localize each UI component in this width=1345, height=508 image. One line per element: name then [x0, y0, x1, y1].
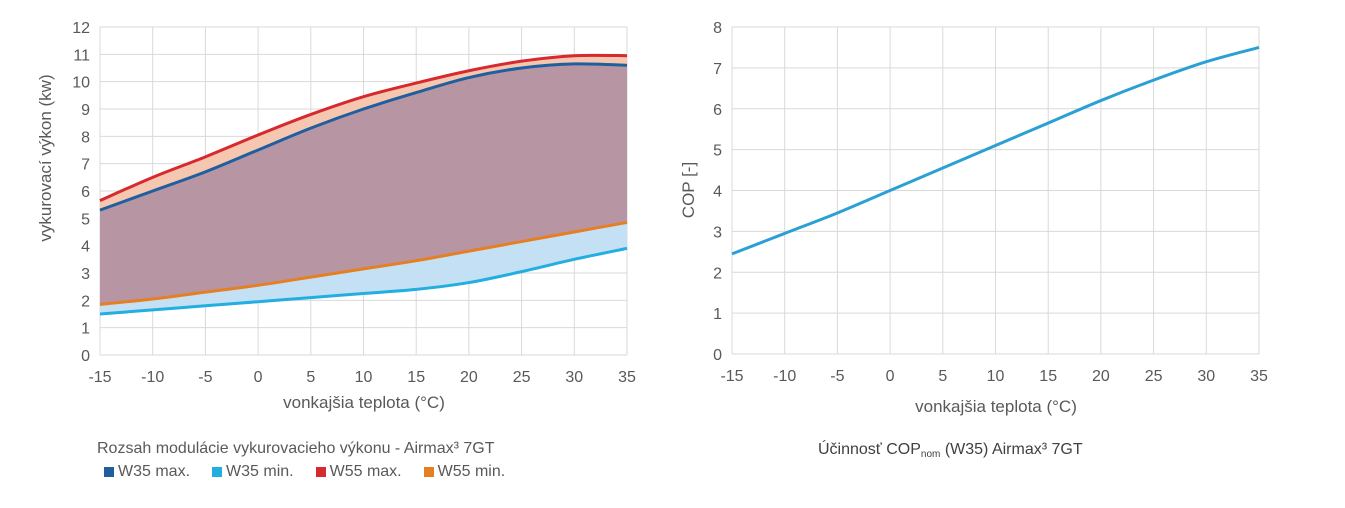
right-grid	[731, 26, 1260, 355]
left-series-lines	[99, 53, 628, 316]
legend-swatch-w55min	[423, 467, 434, 477]
legend-swatch-w35max	[104, 467, 114, 477]
right-title-prefix: Účinnosť COP	[818, 441, 921, 458]
y-tick-label: 7	[713, 61, 722, 78]
legend-label-w35min: W35 min.	[226, 463, 294, 480]
x-tick-label: 20	[1092, 368, 1110, 385]
x-tick-label: -15	[720, 368, 743, 385]
line-w35-min	[99, 246, 628, 316]
legend-item-w55min: W55 min.	[423, 463, 506, 481]
left-x-axis-label: vonkajšia teplota (°C)	[283, 393, 445, 412]
legend-label-w35max: W35 max.	[118, 463, 191, 480]
legend: W35 max. W35 min. W55 max. W55 min.	[104, 463, 519, 481]
y-tick-label: 2	[81, 293, 90, 310]
y-tick-label: 4	[713, 184, 722, 201]
x-tick-label: 25	[1145, 368, 1163, 385]
y-tick-label: 8	[81, 129, 90, 146]
y-tick-label: 11	[73, 47, 90, 64]
y-tick-label: 10	[72, 75, 90, 92]
cop-chart: 0 1 2 3 4 5 6 7 8 -15 -10 -5 0 5 10 15 20 25 30 35 vonkajš…	[679, 20, 1268, 416]
right-chart-title: Účinnosť COPnom (W35) Airmax³ 7GT	[818, 441, 1083, 460]
y-tick-label: 2	[713, 265, 722, 282]
left-range-fills	[100, 55, 627, 314]
right-title-suffix: (W35) Airmax³ 7GT	[940, 441, 1083, 458]
right-y-tick-labels: 0 1 2 3 4 5 6 7 8	[713, 20, 722, 364]
right-x-axis-label: vonkajšia teplota (°C)	[915, 397, 1077, 416]
legend-item-w35max: W35 max.	[104, 463, 190, 481]
legend-label-w55max: W55 max.	[329, 463, 402, 480]
left-x-tick-labels: -15 -10 -5 0 5 10 15 20 25 30 35	[88, 369, 636, 386]
y-tick-label: 7	[81, 157, 90, 174]
x-tick-label: -10	[773, 368, 796, 385]
y-tick-label: 3	[81, 266, 90, 283]
legend-swatch-w55max	[315, 467, 326, 477]
y-tick-label: 8	[713, 20, 722, 37]
right-title-subscript: nom	[920, 449, 941, 460]
x-tick-label: -5	[198, 369, 212, 386]
y-tick-label: 4	[81, 239, 90, 256]
right-y-axis-label: COP [-]	[679, 162, 698, 218]
line-w35-max	[99, 62, 628, 212]
y-tick-label: 0	[81, 348, 90, 365]
x-tick-label: -5	[830, 368, 844, 385]
y-tick-label: 6	[713, 102, 722, 119]
y-tick-label: 1	[713, 306, 722, 323]
legend-label-w55min: W55 min.	[437, 463, 506, 480]
y-tick-label: 5	[81, 211, 90, 228]
x-tick-label: 10	[987, 368, 1005, 385]
x-tick-label: 0	[886, 368, 895, 385]
legend-item-w35min: W35 min.	[212, 463, 294, 481]
x-tick-label: 0	[254, 369, 263, 386]
legend-item-w55max: W55 max.	[315, 463, 402, 481]
x-tick-label: -10	[141, 369, 164, 386]
x-tick-label: 25	[513, 369, 531, 386]
overlap-band-fill	[100, 63, 627, 305]
right-series-lines	[731, 45, 1260, 256]
line-w55-min	[99, 220, 628, 306]
x-tick-label: 15	[1039, 368, 1057, 385]
x-tick-label: 35	[618, 369, 636, 386]
y-tick-label: 9	[81, 102, 90, 119]
y-tick-label: 12	[72, 20, 90, 37]
x-tick-label: -15	[88, 369, 111, 386]
right-x-tick-labels: -15 -10 -5 0 5 10 15 20 25 30 35	[720, 368, 1268, 385]
x-tick-label: 5	[306, 369, 315, 386]
x-tick-label: 20	[460, 369, 478, 386]
legend-swatch-w35min	[212, 467, 223, 477]
x-tick-label: 10	[355, 369, 373, 386]
y-tick-label: 6	[81, 184, 90, 201]
left-y-axis-label: vykurovací výkon (kw)	[36, 74, 55, 241]
x-tick-label: 30	[565, 369, 583, 386]
x-tick-label: 5	[938, 368, 947, 385]
w35-min-band-fill	[100, 222, 627, 314]
y-tick-label: 3	[713, 224, 722, 241]
x-tick-label: 35	[1250, 368, 1268, 385]
y-tick-label: 1	[81, 321, 90, 338]
line-w55-max	[99, 53, 628, 202]
left-chart-title: Rozsah modulácie vykurovacieho výkonu - …	[97, 440, 495, 457]
line-cop	[731, 45, 1260, 256]
x-tick-label: 30	[1197, 368, 1215, 385]
y-tick-label: 5	[713, 143, 722, 160]
y-tick-label: 0	[713, 347, 722, 364]
x-tick-label: 15	[407, 369, 425, 386]
